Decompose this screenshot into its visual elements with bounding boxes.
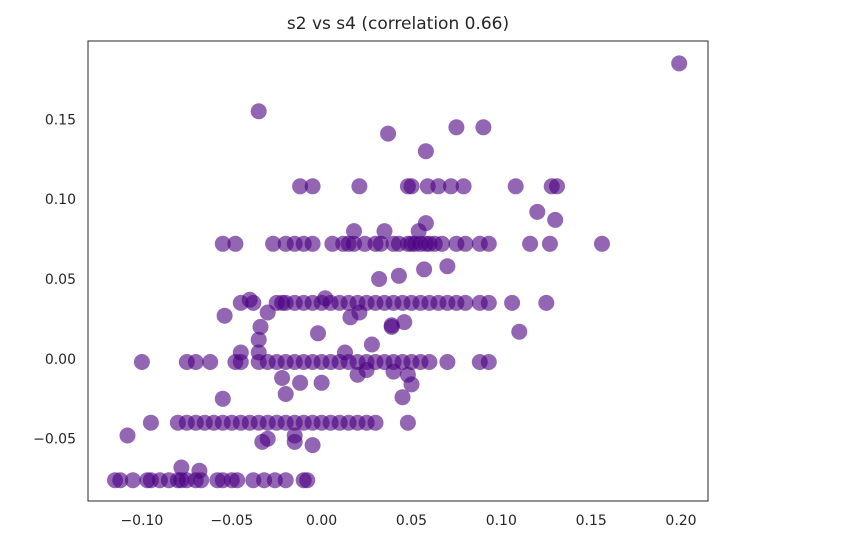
data-point (313, 374, 330, 391)
data-point (403, 178, 420, 195)
data-point (594, 235, 610, 252)
data-point (480, 294, 497, 311)
data-point (549, 178, 565, 195)
data-point (439, 258, 456, 275)
data-point (299, 472, 316, 489)
data-point (455, 178, 472, 195)
data-point (380, 125, 397, 142)
x-tick-label: 0.00 (306, 513, 337, 529)
points-layer (107, 55, 688, 489)
data-point (507, 178, 524, 195)
data-point (229, 472, 246, 489)
data-point (227, 235, 244, 252)
data-point (385, 363, 402, 380)
data-point (417, 143, 434, 160)
data-point (416, 261, 433, 278)
x-tick-label: −0.05 (210, 513, 253, 529)
data-point (367, 414, 384, 431)
data-point (448, 119, 465, 136)
data-point (547, 211, 564, 228)
data-point (511, 323, 528, 340)
data-point (396, 314, 413, 331)
y-tick-label: 0.10 (45, 192, 76, 208)
data-point (232, 354, 249, 370)
data-point (394, 389, 411, 406)
data-point (193, 472, 210, 489)
data-point (390, 267, 407, 284)
x-tick-label: 0.10 (486, 513, 517, 529)
data-point (421, 354, 438, 370)
data-point (541, 235, 558, 252)
data-point (403, 376, 420, 393)
data-point (529, 203, 546, 220)
data-point (119, 427, 136, 444)
data-point (504, 294, 521, 311)
data-point (292, 374, 309, 391)
data-point (443, 178, 459, 195)
data-point (250, 331, 267, 348)
data-point (372, 235, 389, 252)
data-point (124, 472, 141, 489)
x-tick-label: 0.20 (665, 513, 696, 529)
y-tick-label: 0.15 (45, 112, 76, 128)
data-point (133, 354, 150, 370)
y-tick-label: 0.05 (45, 272, 76, 288)
chart-title: s2 vs s4 (correlation 0.66) (287, 14, 509, 34)
x-tick-label: 0.05 (396, 513, 427, 529)
data-point (274, 370, 291, 386)
data-point (310, 325, 326, 342)
data-point (363, 336, 380, 353)
data-point (245, 294, 262, 311)
data-point (383, 318, 400, 335)
data-point (538, 294, 555, 311)
data-point (457, 294, 474, 311)
data-point (304, 178, 321, 195)
data-point (187, 354, 204, 370)
data-point (475, 119, 492, 136)
data-point (376, 223, 393, 240)
x-tick-label: 0.15 (576, 513, 607, 529)
data-point (480, 354, 497, 370)
data-point (277, 386, 294, 402)
data-point (457, 235, 474, 252)
data-point (358, 362, 375, 378)
data-point (351, 304, 368, 321)
data-point (202, 354, 219, 370)
y-axis-ticks: −0.05 0.00 0.05 0.10 0.15 (33, 112, 76, 447)
data-point (173, 459, 190, 476)
data-point (259, 304, 276, 321)
data-point (371, 271, 388, 287)
data-point (265, 235, 282, 252)
data-point (214, 235, 231, 252)
data-point (304, 437, 321, 454)
plot-frame (87, 40, 709, 502)
data-point (351, 178, 368, 195)
data-point (434, 235, 450, 252)
data-point (277, 472, 294, 489)
data-point (522, 235, 539, 252)
data-point (252, 318, 269, 335)
y-tick-label: 0.00 (45, 352, 76, 368)
data-point (480, 235, 497, 252)
data-point (410, 223, 427, 240)
data-point (304, 235, 321, 252)
data-point (216, 307, 233, 324)
data-point (286, 433, 303, 450)
data-point (439, 354, 456, 370)
data-point (399, 414, 416, 431)
y-tick-label: −0.05 (33, 432, 76, 448)
data-point (346, 223, 362, 240)
data-point (142, 414, 159, 431)
x-tick-label: −0.10 (120, 513, 163, 529)
data-point (250, 103, 267, 120)
data-point (112, 472, 129, 489)
data-point (671, 55, 688, 72)
data-point (214, 390, 231, 407)
data-point (292, 178, 309, 195)
x-axis-ticks: −0.10 −0.05 0.00 0.05 0.10 0.15 0.20 (120, 513, 696, 529)
data-point (430, 178, 447, 195)
data-point (259, 430, 276, 447)
